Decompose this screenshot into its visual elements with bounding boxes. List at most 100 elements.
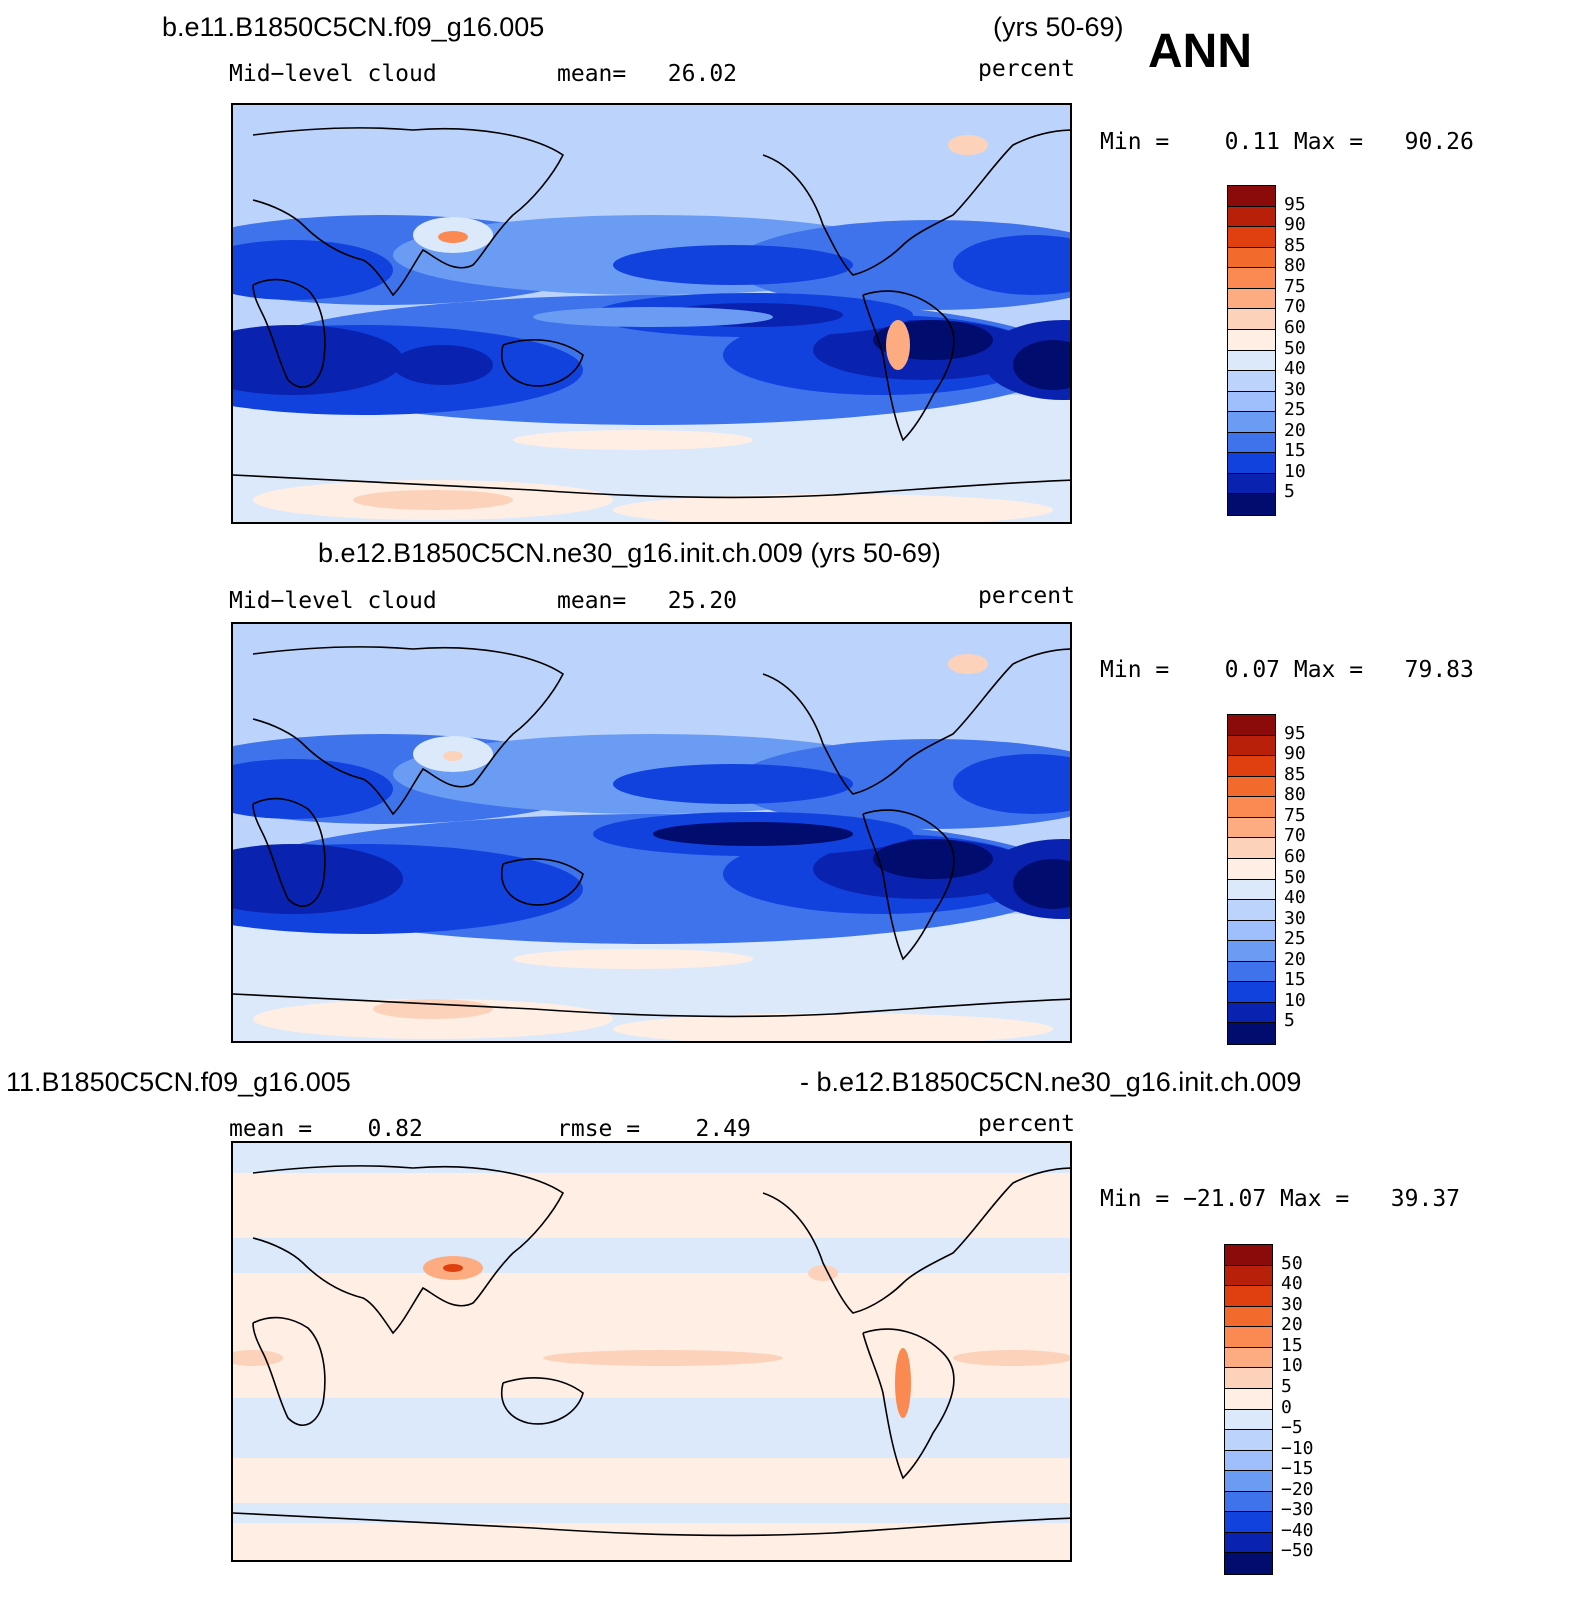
colorbar-tick-label: 95 — [1284, 722, 1306, 744]
panel2-units-label: percent — [978, 583, 1075, 609]
colorbar-tick-label: 90 — [1284, 743, 1306, 765]
colorbar-tick-label: 5 — [1284, 1010, 1295, 1032]
colorbar-swatch — [1228, 371, 1275, 392]
colorbar-swatch — [1228, 797, 1275, 818]
colorbar-tick-label: 5 — [1284, 481, 1295, 503]
colorbar-swatch — [1228, 982, 1275, 1003]
colorbar-swatch — [1228, 858, 1275, 880]
colorbar-tick-label: 50 — [1281, 1252, 1303, 1274]
colorbar-tick-label: −30 — [1281, 1499, 1314, 1521]
colorbar-swatch — [1225, 1409, 1272, 1431]
colorbar-tick-label: 0 — [1281, 1396, 1292, 1418]
colorbar-swatch — [1228, 838, 1275, 859]
colorbar-swatch — [1225, 1347, 1272, 1369]
colorbar-swatch — [1225, 1450, 1272, 1472]
colorbar-tick-label: 50 — [1284, 866, 1306, 888]
colorbar-tick-label: 10 — [1284, 989, 1306, 1011]
colorbar-swatch — [1228, 391, 1275, 413]
panel1-units-label: percent — [978, 56, 1075, 82]
colorbar-swatch — [1228, 776, 1275, 798]
panel2-minmax-label: Min = 0.07 Max = 79.83 — [1100, 657, 1474, 683]
colorbar-swatch — [1228, 412, 1275, 433]
panel2-map — [231, 622, 1072, 1043]
panel3-mean-label: mean = 0.82 — [229, 1116, 423, 1142]
colorbar-swatch — [1225, 1553, 1272, 1574]
colorbar-tick-label: 30 — [1281, 1293, 1303, 1315]
colorbar-swatch — [1228, 206, 1275, 228]
colorbar-swatch — [1228, 941, 1275, 962]
panel1-variable-label: Mid−level cloud — [229, 61, 437, 87]
panel3-title-left: 11.B1850C5CN.f09_g16.005 — [6, 1067, 351, 1097]
colorbar-tick-label: 40 — [1281, 1273, 1303, 1295]
colorbar-swatch — [1228, 879, 1275, 901]
season-label: ANN — [1148, 25, 1252, 78]
colorbar-swatch — [1225, 1471, 1272, 1492]
panel1-map — [231, 103, 1072, 524]
colorbar-tick-label: 80 — [1284, 784, 1306, 806]
colorbar-swatch — [1228, 735, 1275, 757]
colorbar-swatch — [1225, 1512, 1272, 1533]
colorbar-swatch — [1225, 1532, 1272, 1554]
colorbar-tick-label: 85 — [1284, 763, 1306, 785]
colorbar-swatch — [1228, 920, 1275, 942]
colorbar-tick-label: −50 — [1281, 1540, 1314, 1562]
colorbar-tick-label: 15 — [1281, 1334, 1303, 1356]
colorbar-swatch — [1225, 1286, 1272, 1307]
colorbar-tick-label: 90 — [1284, 214, 1306, 236]
colorbar-swatch — [1228, 453, 1275, 474]
panel2-mean-label: mean= 25.20 — [557, 588, 738, 614]
colorbar-tick-label: 75 — [1284, 275, 1306, 297]
colorbar-tick-label: 60 — [1284, 845, 1306, 867]
colorbar-tick-label: 30 — [1284, 907, 1306, 929]
colorbar-tick-label: 15 — [1284, 969, 1306, 991]
colorbar-tick-label: −40 — [1281, 1519, 1314, 1541]
colorbar-tick-label: 50 — [1284, 337, 1306, 359]
colorbar-swatch — [1228, 288, 1275, 310]
colorbar-swatch — [1228, 227, 1275, 248]
colorbar-tick-label: 20 — [1281, 1314, 1303, 1336]
panel2-variable-label: Mid−level cloud — [229, 588, 437, 614]
colorbar-tick-label: 70 — [1284, 296, 1306, 318]
panel2-title: b.e12.B1850C5CN.ne30_g16.init.ch.009 (yr… — [318, 538, 941, 568]
colorbar-swatch — [1228, 329, 1275, 351]
colorbar-tick-label: 40 — [1284, 358, 1306, 380]
colorbar-swatch — [1225, 1265, 1272, 1287]
colorbar-tick-label: 75 — [1284, 804, 1306, 826]
colorbar-swatch — [1228, 961, 1275, 983]
panel1-colorbar — [1227, 185, 1276, 516]
panel3-units-label: percent — [978, 1111, 1075, 1137]
colorbar-tick-label: 85 — [1284, 234, 1306, 256]
colorbar-swatch — [1225, 1388, 1272, 1410]
colorbar-tick-label: 80 — [1284, 255, 1306, 277]
colorbar-swatch — [1228, 432, 1275, 454]
colorbar-tick-label: 70 — [1284, 825, 1306, 847]
colorbar-swatch — [1225, 1245, 1272, 1266]
colorbar-swatch — [1225, 1327, 1272, 1348]
colorbar-swatch — [1225, 1368, 1272, 1389]
colorbar-swatch — [1225, 1306, 1272, 1328]
panel1-minmax-label: Min = 0.11 Max = 90.26 — [1100, 129, 1474, 155]
colorbar-swatch — [1228, 900, 1275, 921]
colorbar-tick-label: −10 — [1281, 1437, 1314, 1459]
panel1-mean-label: mean= 26.02 — [557, 61, 738, 87]
colorbar-swatch — [1225, 1491, 1272, 1513]
colorbar-swatch — [1228, 1002, 1275, 1024]
colorbar-swatch — [1228, 247, 1275, 269]
colorbar-tick-label: 5 — [1281, 1375, 1292, 1397]
colorbar-swatch — [1228, 756, 1275, 777]
colorbar-tick-label: 20 — [1284, 419, 1306, 441]
panel3-rmse-label: rmse = 2.49 — [557, 1116, 751, 1142]
colorbar-swatch — [1228, 186, 1275, 207]
colorbar-tick-label: 40 — [1284, 887, 1306, 909]
colorbar-tick-label: −5 — [1281, 1417, 1303, 1439]
colorbar-swatch — [1228, 350, 1275, 372]
colorbar-swatch — [1228, 1023, 1275, 1044]
colorbar-swatch — [1225, 1430, 1272, 1451]
colorbar-tick-label: 95 — [1284, 193, 1306, 215]
colorbar-tick-label: −20 — [1281, 1478, 1314, 1500]
colorbar-tick-label: 10 — [1281, 1355, 1303, 1377]
panel3-difference-map — [231, 1141, 1072, 1562]
colorbar-swatch — [1228, 715, 1275, 736]
colorbar-tick-label: 25 — [1284, 399, 1306, 421]
colorbar-swatch — [1228, 494, 1275, 515]
